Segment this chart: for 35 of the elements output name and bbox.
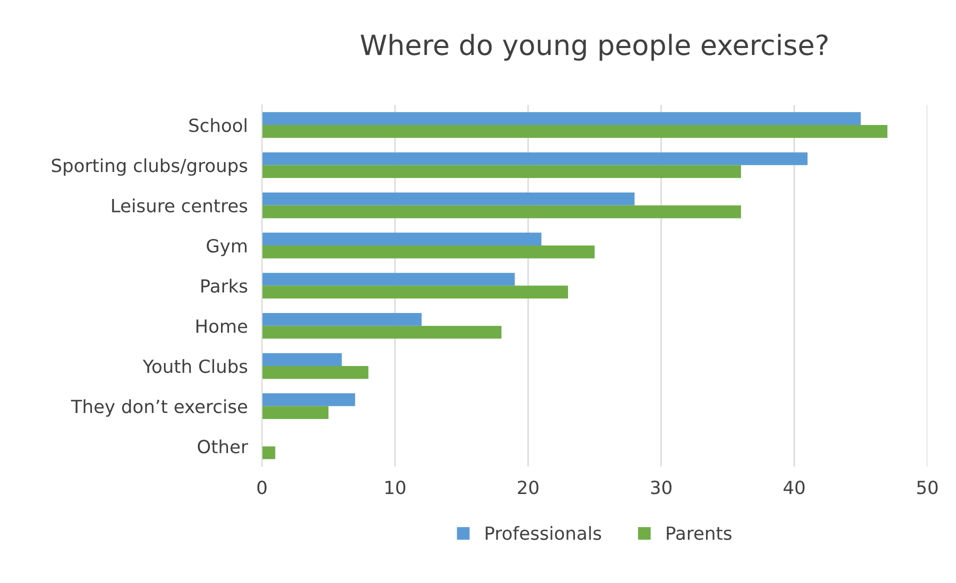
bar	[262, 246, 595, 258]
x-tick-label: 10	[386, 480, 406, 494]
x-tick-label: 30	[651, 480, 672, 494]
bar	[262, 165, 742, 178]
bar	[262, 406, 328, 420]
legend-label: Professionals	[486, 526, 602, 540]
y-tick-label: Home	[196, 320, 248, 333]
bar	[262, 353, 342, 366]
legend-label: Parents	[666, 526, 732, 540]
bar	[262, 312, 422, 326]
y-tick-label: Gym	[206, 238, 247, 256]
bar	[262, 366, 368, 379]
x-tick-label: 50	[917, 480, 938, 494]
bar	[262, 192, 635, 206]
y-tick-label: Parks	[201, 278, 248, 293]
bar	[262, 446, 276, 460]
bar	[262, 232, 542, 246]
y-tick-label: They don’t exercise	[70, 399, 248, 417]
y-tick-label: Youth Clubs	[142, 359, 248, 374]
y-tick-label: Leisure centres	[112, 198, 248, 212]
bar	[262, 205, 742, 218]
bar	[262, 125, 888, 138]
chart-title: Where do young people exercise?	[360, 34, 828, 61]
y-tick-label: School	[189, 118, 246, 132]
bar	[262, 326, 502, 339]
x-tick-label: 40	[784, 480, 805, 494]
bar	[262, 152, 808, 166]
x-tick-label: 0	[257, 480, 266, 494]
bar	[262, 286, 568, 299]
bar	[262, 112, 861, 126]
x-tick-label: 20	[518, 480, 538, 494]
bar	[262, 272, 515, 286]
y-tick-label: Other	[198, 439, 248, 454]
bar	[262, 393, 356, 406]
y-tick-label: Sporting clubs/groups	[52, 158, 248, 176]
